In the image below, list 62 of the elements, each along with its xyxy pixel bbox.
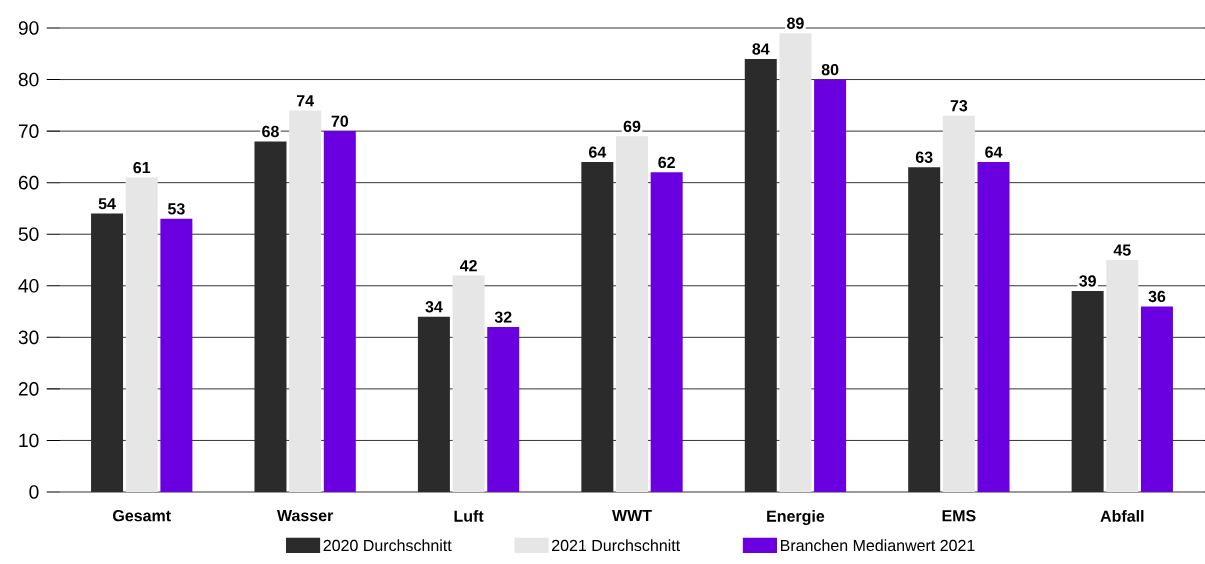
- data-label: 84: [752, 43, 770, 55]
- data-label: 62: [658, 156, 675, 169]
- bar: [91, 213, 124, 492]
- data-label: 64: [985, 146, 1003, 158]
- x-tick-label: Gesamt: [113, 510, 171, 522]
- bar: [487, 327, 520, 492]
- legend-label: 2020 Durchschnitt: [323, 539, 452, 552]
- x-tick-label: EMS: [942, 510, 976, 522]
- data-label: 68: [262, 125, 279, 138]
- x-tick-label: Wasser: [277, 510, 334, 522]
- data-label: 42: [459, 260, 477, 272]
- y-tick-label: 40: [18, 278, 39, 293]
- data-label: 34: [425, 301, 443, 313]
- bar: [977, 162, 1010, 492]
- y-tick-label: 80: [18, 72, 39, 87]
- data-label: 74: [296, 95, 314, 107]
- bar: [581, 162, 614, 492]
- data-label: 61: [133, 161, 151, 174]
- bar: [1140, 306, 1173, 492]
- bar: [650, 172, 683, 492]
- y-tick-label: 70: [18, 124, 39, 138]
- y-tick-label: 20: [18, 382, 39, 396]
- bar: [908, 167, 941, 492]
- bar: [254, 141, 287, 492]
- x-tick-label: WWT: [612, 510, 652, 522]
- bar: [323, 131, 356, 492]
- bar: [744, 58, 777, 492]
- y-tick-label: 0: [29, 485, 39, 499]
- x-tick-label: Energie: [767, 510, 825, 526]
- data-label: 54: [98, 198, 116, 210]
- x-tick-label: Luft: [454, 510, 484, 522]
- data-label: 89: [787, 17, 804, 29]
- data-label: 53: [167, 203, 185, 215]
- y-tick-label: 60: [18, 175, 39, 190]
- data-label: 63: [915, 151, 933, 163]
- y-tick-label: 30: [18, 330, 39, 345]
- legend-label: 2021 Durchschnitt: [552, 539, 681, 552]
- data-label: 70: [331, 115, 349, 127]
- legend-label: Branchen Medianwert 2021: [780, 539, 975, 552]
- y-tick-label: 90: [18, 21, 39, 35]
- data-label: 45: [1113, 244, 1131, 256]
- bar: [616, 136, 649, 492]
- data-label: 32: [494, 311, 512, 323]
- y-tick-label: 10: [19, 433, 39, 448]
- data-label: 39: [1079, 275, 1096, 287]
- bar: [942, 115, 975, 492]
- bar: [779, 33, 812, 492]
- bar: [125, 177, 158, 492]
- bar: [1071, 290, 1104, 492]
- bar: [1106, 260, 1139, 492]
- bar: [289, 110, 322, 492]
- data-label: 69: [623, 120, 641, 132]
- data-label: 73: [950, 100, 968, 112]
- y-tick-label: 50: [18, 227, 39, 242]
- bar: [160, 218, 193, 492]
- bar: [814, 79, 847, 492]
- bar: [452, 275, 485, 492]
- data-label: 80: [821, 63, 839, 76]
- data-label: 64: [589, 146, 607, 158]
- x-tick-label: Abfall: [1100, 510, 1144, 522]
- data-label: 36: [1148, 290, 1166, 303]
- bar: [417, 316, 450, 492]
